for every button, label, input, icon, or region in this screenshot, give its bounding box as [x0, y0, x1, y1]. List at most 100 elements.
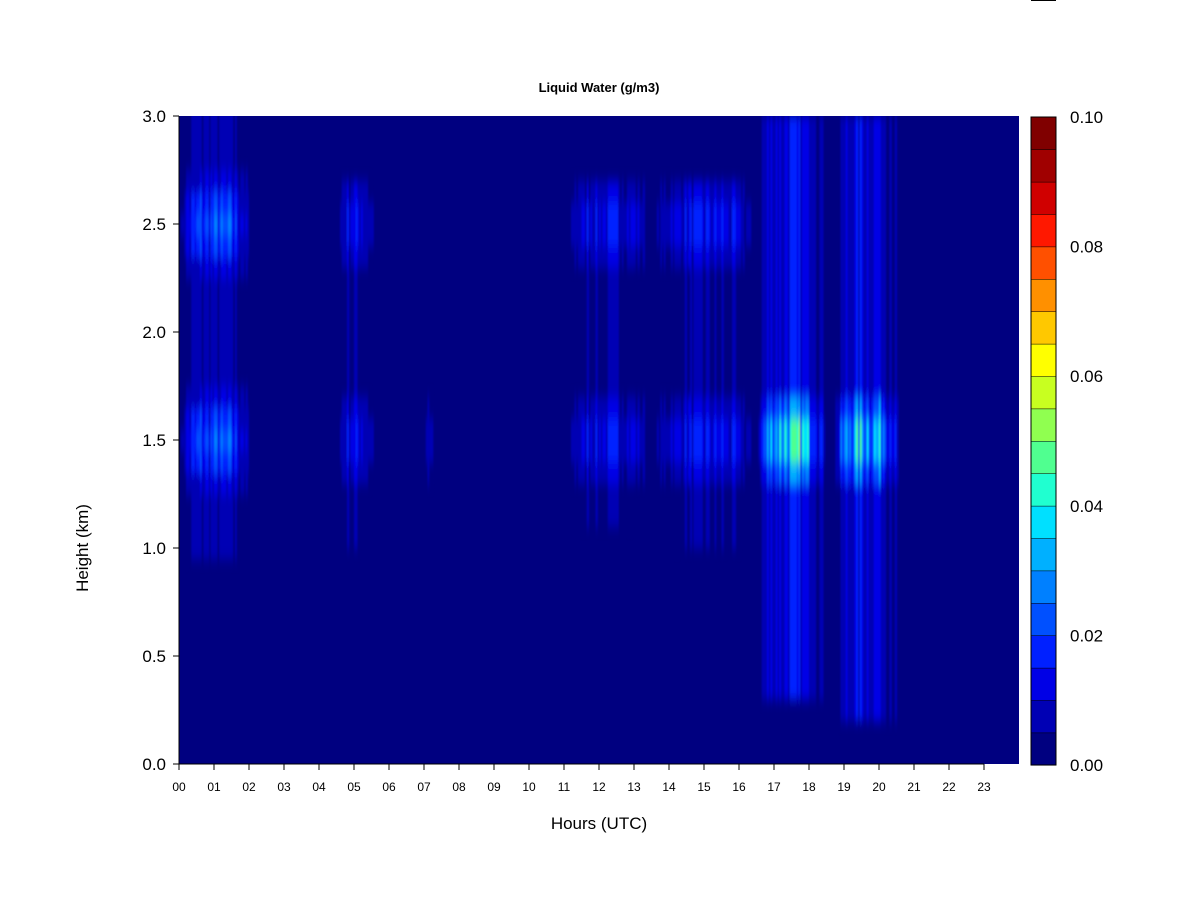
heatmap-cell — [786, 180, 789, 203]
heatmap-cell — [875, 634, 878, 657]
heatmap-cell — [845, 396, 849, 419]
heatmap-cell — [641, 418, 644, 441]
heatmap-cell — [781, 396, 784, 419]
heatmap-cell — [201, 515, 205, 538]
heatmap-cell — [343, 461, 346, 484]
heatmap-cell — [191, 537, 194, 560]
heatmap-cell — [217, 191, 220, 214]
heatmap-cell — [810, 267, 814, 290]
heatmap-cell — [861, 526, 864, 549]
heatmap-cell — [588, 180, 591, 203]
heatmap-cell — [730, 245, 733, 268]
heatmap-cell — [779, 396, 782, 419]
heatmap-cell — [217, 321, 220, 344]
heatmap-cell — [814, 548, 817, 571]
heatmap-cell — [217, 537, 220, 560]
heatmap-cell — [803, 526, 807, 549]
heatmap-cell — [716, 375, 719, 398]
heatmap-cell — [809, 569, 812, 592]
heatmap-cell — [763, 591, 766, 614]
heatmap-cell — [641, 245, 644, 268]
heatmap-cell — [816, 353, 819, 376]
heatmap-cell — [182, 407, 185, 430]
heatmap-cell — [835, 461, 838, 484]
heatmap-cell — [884, 137, 887, 160]
heatmap-cell — [810, 137, 814, 160]
heatmap-cell — [858, 137, 861, 160]
heatmap-cell — [842, 483, 845, 506]
heatmap-cell — [807, 116, 810, 139]
heatmap-cell — [880, 224, 884, 247]
heatmap-cell — [357, 245, 360, 268]
heatmap-cell — [238, 386, 241, 409]
heatmap-cell — [595, 310, 598, 333]
heatmap-cell — [844, 180, 847, 203]
heatmap-cell — [875, 656, 878, 679]
heatmap-cell — [186, 494, 189, 517]
heatmap-cell — [602, 504, 605, 527]
heatmap-cell — [208, 450, 212, 473]
heatmap-cell — [641, 440, 644, 463]
heatmap-cell — [880, 461, 884, 484]
heatmap-cell — [229, 213, 233, 236]
heatmap-cell — [347, 288, 350, 311]
heatmap-cell — [849, 332, 852, 355]
x-axis-label: Hours (UTC) — [551, 814, 647, 833]
heatmap-cell — [793, 180, 796, 203]
heatmap-cell — [207, 472, 210, 495]
heatmap-cell — [355, 267, 359, 290]
heatmap-cell — [747, 202, 751, 225]
heatmap-cell — [641, 396, 644, 419]
heatmap-cell — [768, 267, 772, 290]
heatmap-cell — [868, 504, 871, 527]
heatmap-cell — [877, 591, 880, 614]
heatmap-cell — [761, 224, 765, 247]
heatmap-cell — [810, 310, 814, 333]
heatmap-cell — [695, 288, 698, 311]
heatmap-cell — [821, 310, 824, 333]
heatmap-cell — [669, 245, 672, 268]
heatmap-cell — [201, 148, 205, 171]
heatmap-cell — [217, 234, 220, 257]
heatmap-cell — [851, 353, 854, 376]
heatmap-cell — [716, 224, 719, 247]
heatmap-cell — [665, 180, 668, 203]
colorbar-tick-label: 0.10 — [1070, 108, 1103, 127]
heatmap-cell — [352, 440, 355, 463]
heatmap-cell — [186, 321, 189, 344]
heatmap-cell — [795, 116, 798, 139]
heatmap-cell — [677, 310, 681, 333]
heatmap-cell — [782, 591, 786, 614]
heatmap-cell — [730, 396, 733, 419]
heatmap-cell — [642, 396, 646, 419]
heatmap-cell — [676, 526, 679, 549]
heatmap-cell — [600, 396, 604, 419]
heatmap-cell — [774, 245, 777, 268]
heatmap-cell — [886, 159, 889, 182]
heatmap-cell — [588, 224, 591, 247]
heatmap-cell — [726, 202, 730, 225]
heatmap-cell — [851, 504, 854, 527]
heatmap-cell — [585, 245, 588, 268]
heatmap-cell — [207, 234, 210, 257]
heatmap-cell — [627, 267, 630, 290]
heatmap-cell — [707, 396, 710, 419]
heatmap-cell — [866, 461, 870, 484]
heatmap-cell — [711, 224, 714, 247]
heatmap-cell — [856, 634, 859, 657]
heatmap-cell — [691, 245, 695, 268]
heatmap-cell — [854, 332, 857, 355]
heatmap-cell — [677, 375, 681, 398]
heatmap-cell — [235, 234, 238, 257]
heatmap-cell — [357, 332, 360, 355]
heatmap-cell — [886, 353, 889, 376]
heatmap-cell — [191, 386, 194, 409]
heatmap-cell — [207, 126, 210, 149]
heatmap-cell — [712, 224, 716, 247]
heatmap-cell — [604, 310, 607, 333]
heatmap-cell — [802, 483, 805, 506]
heatmap-cell — [186, 537, 189, 560]
heatmap-cell — [880, 375, 884, 398]
heatmap-cell — [744, 202, 747, 225]
heatmap-cell — [588, 245, 591, 268]
